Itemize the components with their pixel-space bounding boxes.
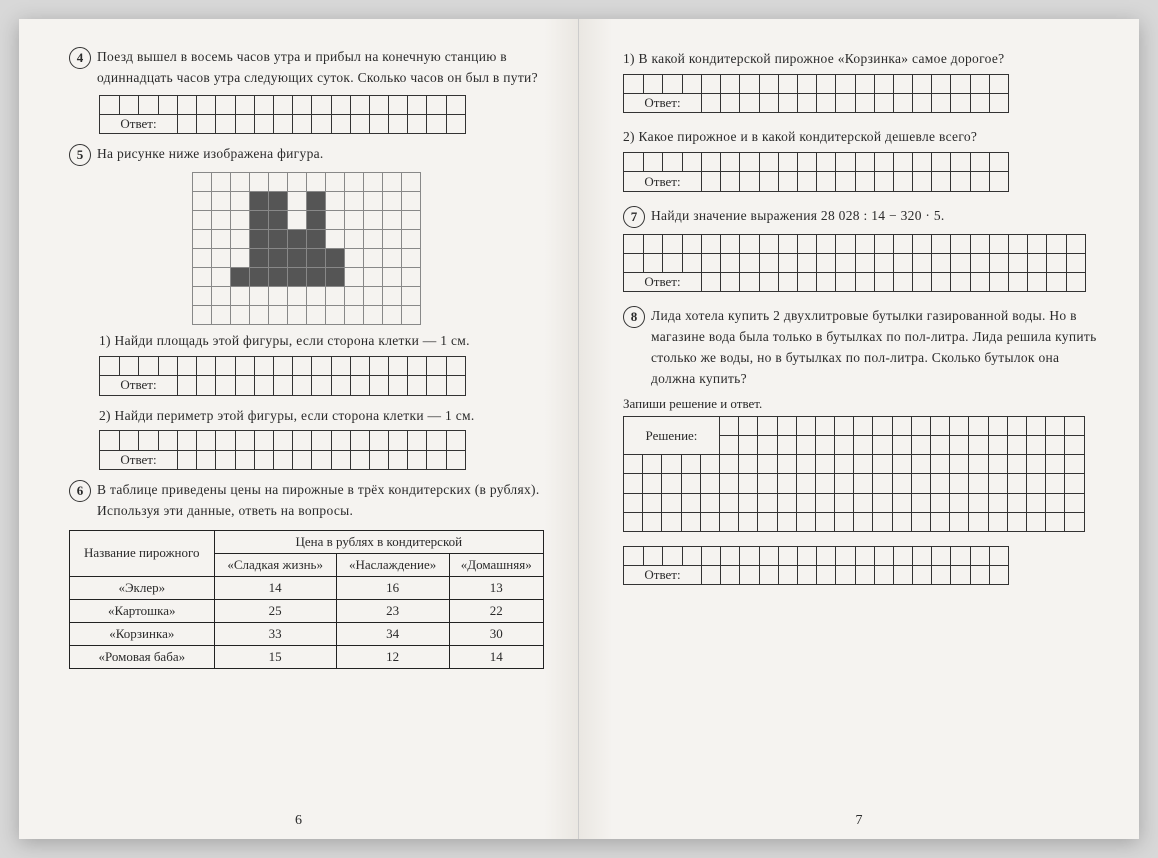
question-number: 8 [623,306,645,328]
question-6-2-text: 2) Какое пирожное и в какой кондитерской… [623,127,1099,148]
question-6: 6 В таблице приведены цены на пирожные в… [69,480,544,522]
table-row: «Ромовая баба» 15 12 14 [70,645,544,668]
question-text: Лида хотела купить 2 двухлитровые бутылк… [651,306,1099,390]
workbook-spread: 4 Поезд вышел в восемь часов утра и приб… [19,19,1139,839]
col-header: «Домашняя» [449,553,543,576]
question-text: На рисунке ниже изображена фигура. [97,144,324,165]
question-text: Поезд вышел в восемь часов утра и прибыл… [97,47,544,89]
answer-grid-q8: Ответ: [623,546,1099,585]
page-6: 4 Поезд вышел в восемь часов утра и приб… [19,19,579,839]
question-text: Найди значение выражения 28 028 : 14 − 3… [651,206,945,227]
col-header-group: Цена в рублях в кондитерской [214,530,543,553]
answer-grid-q5-1: Ответ: [99,356,544,395]
question-5-2-text: 2) Найди периметр этой фигуры, если стор… [99,406,544,427]
question-number: 4 [69,47,91,69]
page-7: 1) В какой кондитерской пирожное «Корзин… [579,19,1139,839]
answer-grid-q7: Ответ: [623,234,1099,293]
question-8: 8 Лида хотела купить 2 двухлитровые буты… [623,306,1099,390]
answer-grid-q4: Ответ: [99,95,544,134]
page-number: 6 [19,813,578,829]
question-text: В таблице приведены цены на пирожные в т… [97,480,544,522]
col-header: «Сладкая жизнь» [214,553,336,576]
question-6-1-text: 1) В какой кондитерской пирожное «Корзин… [623,49,1099,70]
question-5: 5 На рисунке ниже изображена фигура. [69,144,544,166]
answer-grid-q6-1: Ответ: [623,74,1099,113]
question-7: 7 Найди значение выражения 28 028 : 14 −… [623,206,1099,228]
table-row: «Корзинка» 33 34 30 [70,622,544,645]
instruction: Запиши решение и ответ. [623,396,1099,412]
question-number: 6 [69,480,91,502]
table-row: «Картошка» 25 23 22 [70,599,544,622]
question-number: 5 [69,144,91,166]
question-number: 7 [623,206,645,228]
answer-grid-q6-2: Ответ: [623,152,1099,191]
row-header: Название пирожного [70,530,215,576]
figure-q5 [69,172,544,325]
solution-grid-q8: Решение: [623,416,1099,532]
page-number: 7 [579,813,1139,829]
price-table: Название пирожного Цена в рублях в конди… [69,530,544,669]
answer-grid-q5-2: Ответ: [99,430,544,469]
col-header: «Наслаждение» [336,553,449,576]
table-row: «Эклер» 14 16 13 [70,576,544,599]
question-4: 4 Поезд вышел в восемь часов утра и приб… [69,47,544,89]
question-5-1-text: 1) Найди площадь этой фигуры, если сторо… [99,331,544,352]
